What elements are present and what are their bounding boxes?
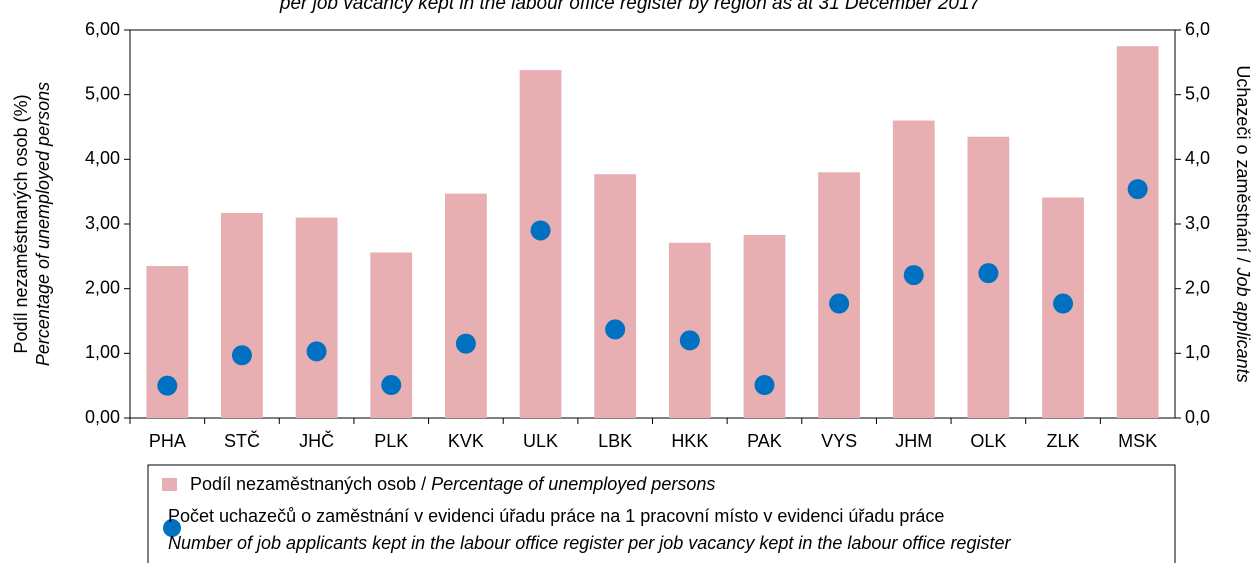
x-tick-label: STČ: [224, 430, 260, 451]
dot: [903, 265, 924, 286]
x-tick-label: ULK: [523, 431, 558, 451]
x-tick-label: ZLK: [1047, 431, 1080, 451]
dot: [231, 345, 252, 366]
y2-tick-label: 5,0: [1185, 83, 1210, 103]
bar: [295, 217, 338, 418]
dot: [679, 330, 700, 351]
y-tick-label: 2,00: [85, 277, 120, 297]
x-tick-label: LBK: [598, 431, 632, 451]
dot: [306, 341, 327, 362]
y2-tick-label: 6,0: [1185, 19, 1210, 39]
legend-marker: [163, 519, 181, 537]
legend-marker: [162, 478, 177, 491]
y2-tick-label: 2,0: [1185, 277, 1210, 297]
dot: [754, 375, 775, 396]
bar: [1116, 46, 1159, 419]
dot: [978, 263, 999, 284]
x-tick-label: HKK: [671, 431, 708, 451]
y-tick-label: 0,00: [85, 407, 120, 427]
dot: [1127, 179, 1148, 200]
y2-axis-label-part: Uchazeči o zaměstnání /: [1233, 65, 1253, 267]
y-tick-label: 3,00: [85, 213, 120, 233]
y2-tick-label: 3,0: [1185, 213, 1210, 233]
y2-tick-label: 4,0: [1185, 148, 1210, 168]
x-tick-label: JHM: [895, 431, 932, 451]
legend-text: Percentage of unemployed persons: [431, 474, 715, 494]
bar: [668, 242, 711, 418]
legend-text: Number of job applicants kept in the lab…: [168, 533, 1011, 553]
dot: [829, 293, 850, 314]
bar: [221, 213, 263, 418]
y-axis-label: Podíl nezaměstnaných osob (%): [11, 94, 31, 353]
chart-title: per job vacancy kept in the labour offic…: [279, 0, 982, 14]
x-tick-label: PHA: [149, 431, 186, 451]
plot-frame: [129, 29, 1176, 419]
bar: [519, 70, 562, 419]
legend-text: Podíl nezaměstnaných osob /: [190, 474, 431, 494]
x-tick-label: KVK: [448, 431, 484, 451]
dot: [530, 220, 551, 241]
dot: [157, 375, 178, 396]
x-tick-label: VYS: [821, 431, 857, 451]
dot: [605, 319, 626, 340]
y-tick-label: 5,00: [85, 83, 120, 103]
bar: [594, 174, 637, 418]
y-tick-label: 6,00: [85, 19, 120, 39]
y-tick-label: 4,00: [85, 148, 120, 168]
x-tick-label: OLK: [970, 431, 1006, 451]
y2-tick-label: 0,0: [1185, 407, 1210, 427]
legend-text: Počet uchazečů o zaměstnání v evidenci ú…: [168, 506, 944, 526]
y2-axis-label: Uchazeči o zaměstnání / Job applicants: [1233, 65, 1253, 382]
dot: [1053, 293, 1074, 314]
x-tick-label: PAK: [747, 431, 782, 451]
y2-axis-label-part: Job applicants: [1233, 267, 1253, 383]
bar: [444, 193, 487, 418]
x-tick-label: JHČ: [299, 430, 334, 451]
dot: [381, 375, 402, 396]
legend-entry: Podíl nezaměstnaných osob / Percentage o…: [190, 474, 715, 494]
y-tick-label: 1,00: [85, 342, 120, 362]
x-tick-label: MSK: [1118, 431, 1157, 451]
y-axis-label: Percentage of unemployed persons: [33, 82, 53, 366]
dot: [455, 333, 476, 354]
y2-tick-label: 1,0: [1185, 342, 1210, 362]
legend-box: [147, 464, 1176, 563]
x-tick-label: PLK: [374, 431, 408, 451]
